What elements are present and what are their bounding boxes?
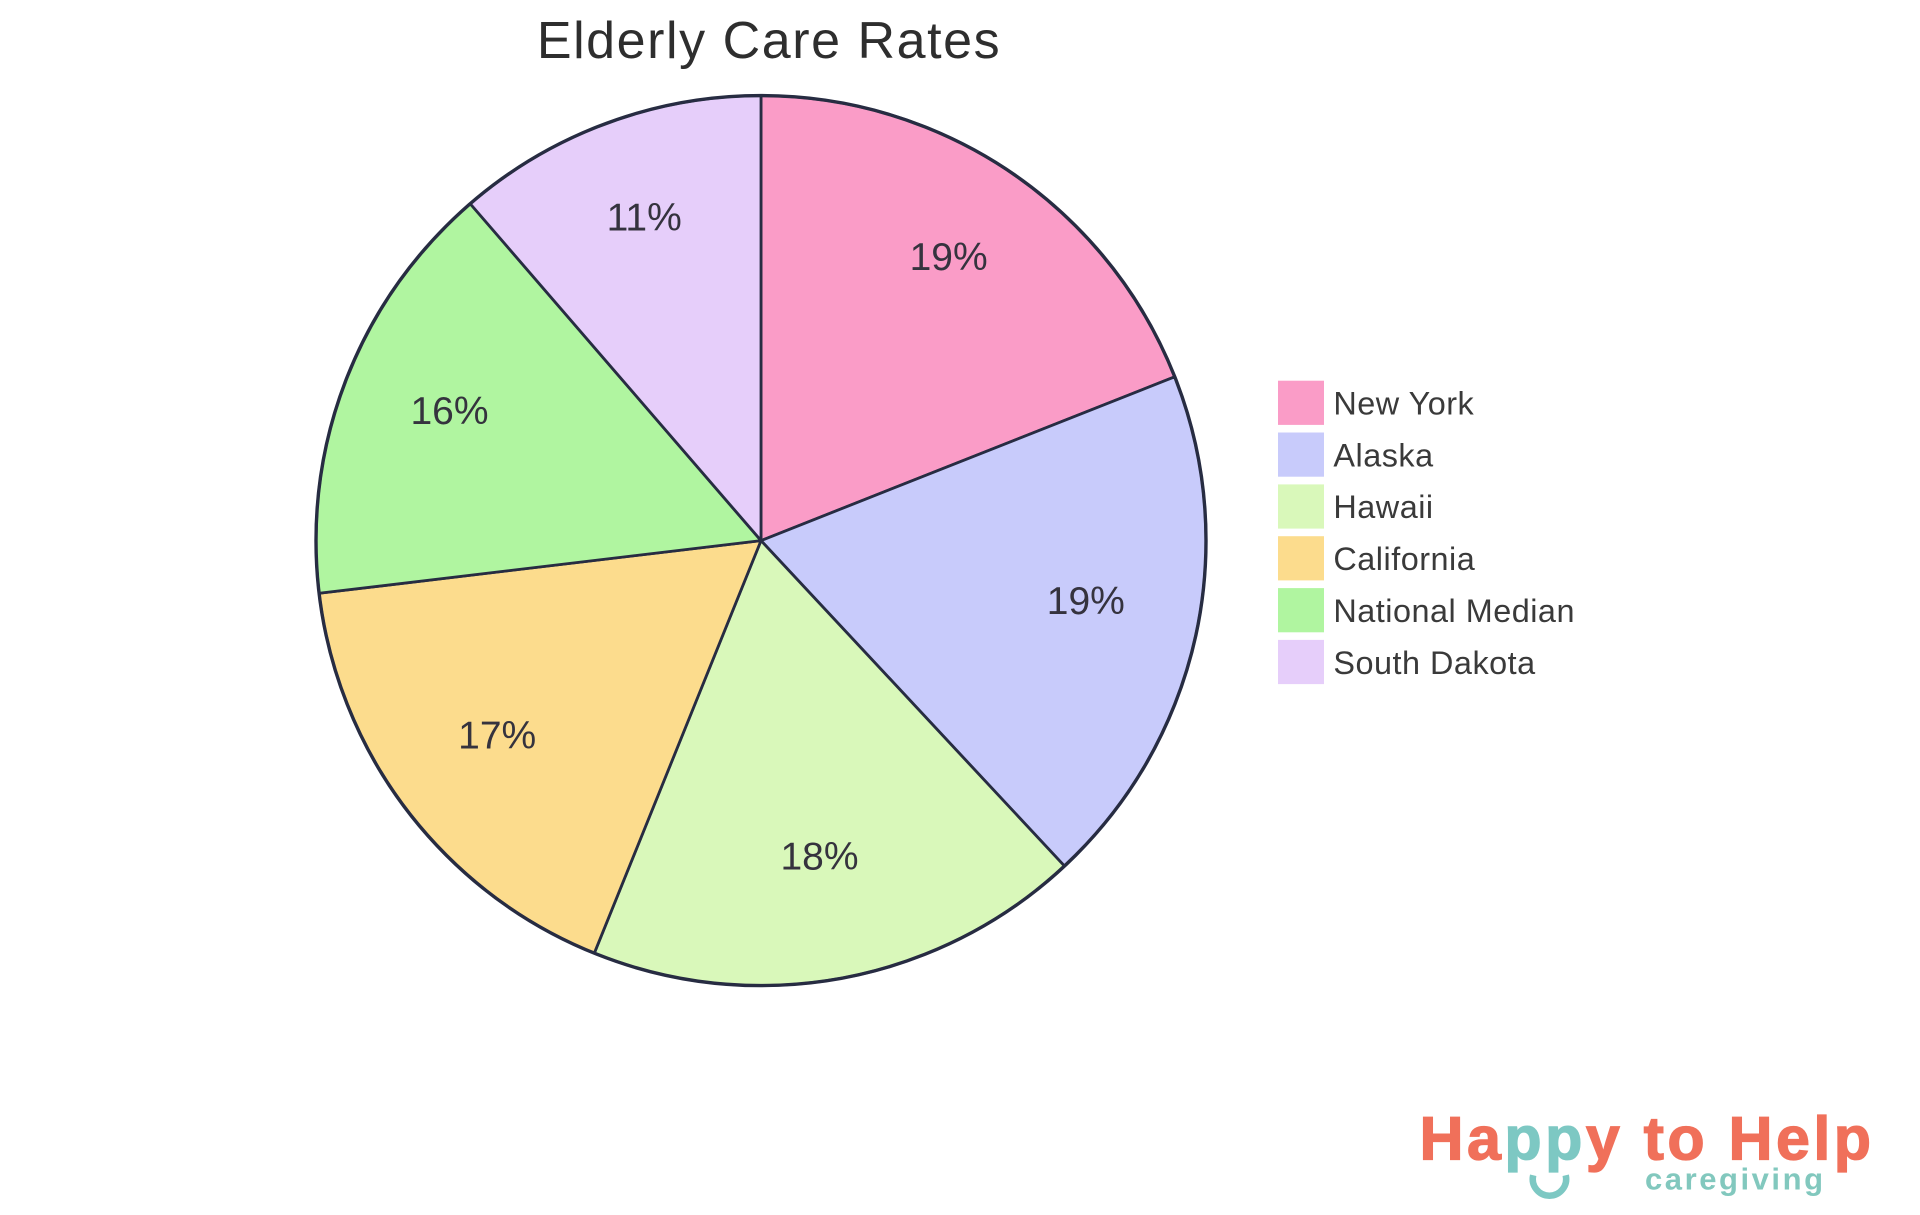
svg-text:16%: 16% (410, 390, 488, 433)
svg-text:17%: 17% (458, 714, 536, 757)
svg-text:caregiving: caregiving (1645, 1162, 1826, 1197)
svg-text:Hawaii: Hawaii (1333, 489, 1433, 525)
svg-text:Happy to Help: Happy to Help (1420, 1105, 1875, 1173)
svg-text:South Dakota: South Dakota (1333, 645, 1536, 681)
svg-text:19%: 19% (1047, 580, 1125, 623)
svg-text:18%: 18% (780, 836, 858, 879)
svg-text:Alaska: Alaska (1333, 437, 1434, 473)
svg-text:National Median: National Median (1333, 593, 1575, 629)
svg-text:19%: 19% (910, 236, 988, 279)
svg-text:11%: 11% (607, 196, 682, 239)
svg-text:Elderly Care Rates: Elderly Care Rates (537, 12, 1001, 70)
svg-text:New York: New York (1333, 386, 1474, 422)
svg-text:California: California (1333, 541, 1475, 577)
